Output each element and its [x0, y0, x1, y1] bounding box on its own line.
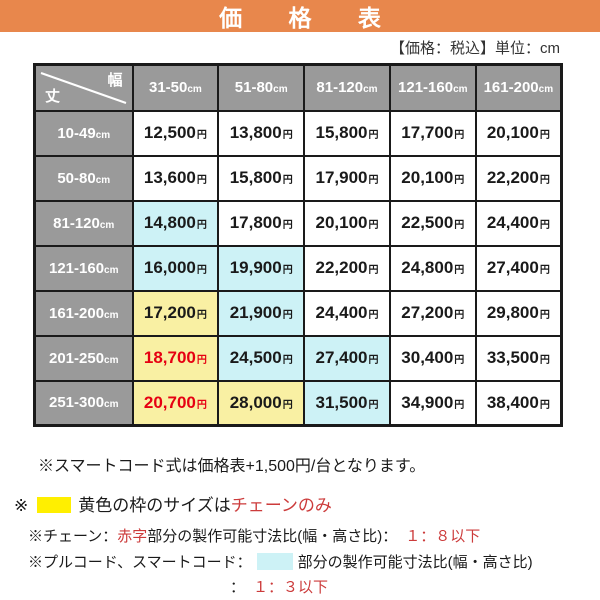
note-pull-code: ※プルコード、スマートコード： 部分の製作可能寸法比(幅・高さ比)	[28, 553, 533, 571]
note-yellow-red-text: チェーンのみ	[230, 496, 332, 515]
price-cell: 24,500円	[217, 334, 306, 382]
note-marker: ※	[14, 496, 29, 515]
note-smart-code: ※スマートコード式は価格表+1,500円/台となります。	[38, 458, 426, 475]
corner-cell: 幅 丈	[33, 63, 134, 112]
col-header-121-160: 121-160cm	[388, 63, 477, 112]
price-cell: 17,900円	[303, 154, 391, 202]
price-cell: 38,400円	[474, 379, 563, 427]
price-cell: 21,900円	[217, 289, 306, 337]
row-header-10-49: 10-49cm	[33, 109, 134, 157]
note-chain-ratio-value: １：８以下	[405, 528, 481, 545]
row-header-50-80: 50-80cm	[33, 154, 134, 202]
price-cell: 13,600円	[131, 154, 220, 202]
price-cell: 19,900円	[217, 244, 306, 292]
price-cell: 17,700円	[388, 109, 477, 157]
row-header-161-200: 161-200cm	[33, 289, 134, 337]
price-cell: 27,400円	[303, 334, 391, 382]
price-cell: 33,500円	[474, 334, 563, 382]
price-cell: 24,400円	[303, 289, 391, 337]
page-title: 価 格 表	[0, 0, 600, 32]
table-row: 10-49cm 12,500円 13,800円 15,800円 17,700円 …	[33, 109, 563, 157]
price-cell: 13,800円	[217, 109, 306, 157]
row-header-121-160: 121-160cm	[33, 244, 134, 292]
tax-unit-note: 【価格：税込】単位：cm	[390, 40, 560, 57]
price-cell: 16,000円	[131, 244, 220, 292]
price-cell: 20,100円	[388, 154, 477, 202]
table-row: 121-160cm 16,000円 19,900円 22,200円 24,800…	[33, 244, 563, 292]
price-cell: 20,700円	[131, 379, 220, 427]
note-yellow-text: 黄色の枠のサイズは	[78, 496, 231, 515]
price-cell: 27,200円	[388, 289, 477, 337]
price-cell: 14,800円	[131, 199, 220, 247]
price-cell: 22,200円	[474, 154, 563, 202]
price-cell: 31,500円	[303, 379, 391, 427]
row-header-251-300: 251-300cm	[33, 379, 134, 427]
note-chain-red-word: 赤字	[117, 528, 148, 545]
price-cell: 18,700円	[131, 334, 220, 382]
price-cell: 15,800円	[217, 154, 306, 202]
row-header-81-120: 81-120cm	[33, 199, 134, 247]
corner-length-label: 丈	[45, 87, 61, 105]
row-header-201-250: 201-250cm	[33, 334, 134, 382]
price-cell: 24,800円	[388, 244, 477, 292]
price-cell: 29,800円	[474, 289, 563, 337]
legend-cyan-swatch	[256, 553, 293, 570]
price-cell: 17,800円	[217, 199, 306, 247]
note-yellow-legend: ※ 黄色の枠のサイズはチェーンのみ	[14, 491, 600, 516]
note-chain-ratio: ※チェーン：赤字部分の製作可能寸法比(幅・高さ比)： １：８以下	[28, 528, 481, 545]
price-cell: 12,500円	[131, 109, 220, 157]
corner-width-label: 幅	[107, 72, 123, 89]
table-row: 81-120cm 14,800円 17,800円 20,100円 22,500円…	[33, 199, 563, 247]
price-table: 幅 丈 31-50cm 51-80cm 81-120cm 121-160cm 1…	[33, 63, 563, 427]
price-cell: 28,000円	[217, 379, 306, 427]
price-cell: 30,400円	[388, 334, 477, 382]
legend-yellow-swatch	[37, 497, 72, 513]
diagonal-divider-icon	[40, 72, 127, 104]
header-row: 幅 丈 31-50cm 51-80cm 81-120cm 121-160cm 1…	[33, 63, 563, 112]
price-cell: 20,100円	[474, 109, 563, 157]
price-cell: 24,400円	[474, 199, 563, 247]
table-row: 161-200cm 17,200円 21,900円 24,400円 27,200…	[33, 289, 563, 337]
price-cell: 17,200円	[131, 289, 220, 337]
price-cell: 22,200円	[303, 244, 391, 292]
note-pull-ratio-value: １：３以下	[253, 579, 329, 596]
note-pull-code-ratio: ： １：３以下	[230, 579, 329, 596]
table-row: 201-250cm 18,700円 24,500円 27,400円 30,400…	[33, 334, 563, 382]
price-cell: 34,900円	[388, 379, 477, 427]
price-cell: 27,400円	[474, 244, 563, 292]
price-cell: 22,500円	[388, 199, 477, 247]
table-row: 251-300cm 20,700円 28,000円 31,500円 34,900…	[33, 379, 563, 427]
col-header-161-200: 161-200cm	[474, 63, 563, 112]
table-row: 50-80cm 13,600円 15,800円 17,900円 20,100円 …	[33, 154, 563, 202]
col-header-81-120: 81-120cm	[303, 63, 391, 112]
col-header-51-80: 51-80cm	[217, 63, 306, 112]
col-header-31-50: 31-50cm	[131, 63, 220, 112]
price-cell: 20,100円	[303, 199, 391, 247]
price-cell: 15,800円	[303, 109, 391, 157]
